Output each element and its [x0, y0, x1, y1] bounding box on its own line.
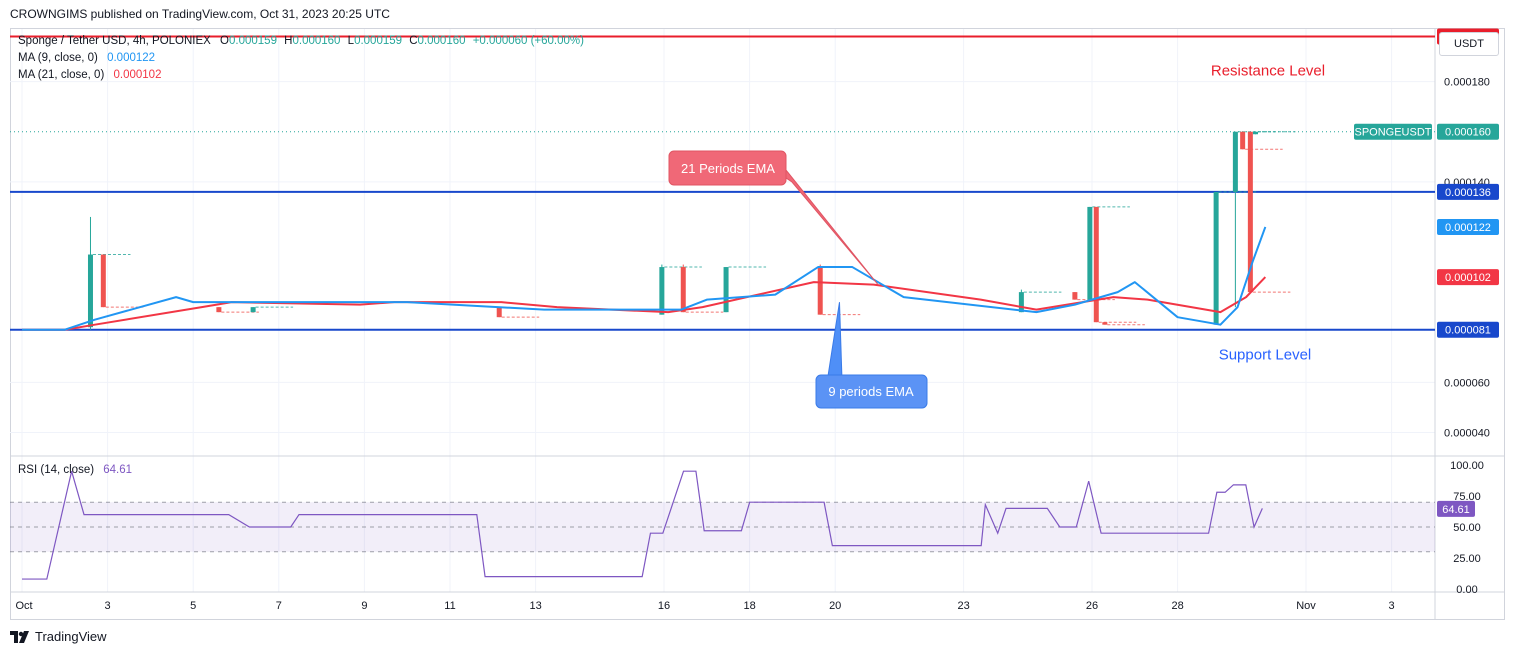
last-price-tag-bg: [1437, 123, 1499, 140]
ema9-callout-box: [815, 374, 928, 409]
candle-body: [250, 307, 256, 313]
candle-body: [100, 254, 106, 308]
time-tick-label: 3: [105, 600, 111, 612]
time-tick-label: 13: [529, 600, 541, 612]
ma9-value: 0.000122: [107, 52, 156, 64]
candle-body: [87, 254, 93, 328]
close-label: C: [409, 35, 418, 47]
candle-body: [1102, 322, 1108, 325]
horizontal-levels: Resistance Level Support Level: [10, 35, 1435, 364]
grid-lines: [10, 29, 1505, 620]
ma9-label: MA (9, close, 0): [18, 52, 98, 64]
time-tick-label: Nov: [1296, 600, 1316, 612]
time-tick-label: 23: [957, 600, 969, 612]
time-tick-label: 20: [829, 600, 841, 612]
rsi-pane: [10, 470, 1435, 580]
rsi-value-tag: 64.61: [1442, 504, 1470, 516]
currency-selector[interactable]: USDT: [1439, 32, 1499, 56]
high-label: H: [284, 35, 293, 47]
ma9-line: [22, 226, 1267, 331]
low-value: 0.000159: [354, 35, 403, 47]
rsi-legend[interactable]: RSI (14, close) 64.61: [18, 464, 132, 476]
time-tick-label: 3: [1389, 600, 1395, 612]
rsi-label: RSI (14, close): [18, 464, 95, 476]
chart-frame: [10, 28, 1505, 620]
time-tick-label: 5: [190, 600, 196, 612]
support-level-label: Support Level: [1219, 347, 1312, 364]
symbol-tag-bg: [1354, 123, 1432, 140]
rsi-line: [22, 470, 1263, 580]
candle-body: [1213, 191, 1219, 325]
price-tick-label: 0.000060: [1444, 377, 1490, 389]
resistance-level-label: Resistance Level: [1211, 63, 1325, 80]
ohlc-legend: Sponge / Tether USD, 4h, POLONIEX O0.000…: [18, 35, 584, 47]
published-by-text: CROWNGIMS published on TradingView.com, …: [10, 7, 390, 21]
ema9-callout-text: 9 periods EMA: [828, 384, 914, 399]
candle-body: [1232, 131, 1238, 192]
candle-body: [1093, 206, 1099, 323]
ma21-value: 0.000102: [113, 69, 162, 81]
candle-body: [680, 267, 686, 313]
moving-averages: [22, 226, 1267, 331]
candle-body: [1240, 131, 1246, 150]
candle-body: [817, 267, 823, 315]
ma9-price-tag: 0.000122: [1445, 222, 1491, 234]
candle-body: [723, 267, 729, 313]
level-price-tag-bg: [1437, 183, 1499, 200]
last-price-tag: 0.000160: [1445, 127, 1491, 139]
rsi-tick-label: 100.00: [1450, 460, 1484, 472]
candle-body: [1087, 206, 1093, 300]
ema21-callout-text: 21 Periods EMA: [681, 161, 775, 176]
symbol-tag: SPONGEUSDT: [1354, 127, 1431, 139]
rsi-value-tag-bg: [1437, 500, 1475, 517]
rsi-tick-label: 25.00: [1453, 553, 1481, 565]
time-axis: Oct35791113161820232628Nov36: [15, 600, 1395, 612]
high-value: 0.000160: [292, 35, 341, 47]
candle-body: [1072, 292, 1078, 300]
close-value: 0.000160: [417, 35, 466, 47]
time-tick-label: Oct: [15, 600, 32, 612]
time-tick-label: 18: [743, 600, 755, 612]
candle-body: [1247, 131, 1253, 293]
level-price-tag: 0.000136: [1445, 187, 1491, 199]
rsi-tick-label: 75.00: [1453, 491, 1481, 503]
time-tick-label: 16: [658, 600, 670, 612]
ma21-legend[interactable]: MA (21, close, 0) 0.000102: [18, 69, 161, 81]
time-tick-label: 28: [1171, 600, 1183, 612]
price-tick-label: 0.000040: [1444, 427, 1490, 439]
open-value: 0.000159: [229, 35, 277, 47]
candlesticks: [87, 131, 1296, 330]
rsi-tick-label: 0.00: [1456, 584, 1477, 596]
ma21-price-tag-bg: [1437, 269, 1499, 286]
ma21-line: [22, 276, 1267, 331]
ma9-legend[interactable]: MA (9, close, 0) 0.000122: [18, 52, 155, 64]
level-price-tag: 0.000081: [1445, 325, 1491, 337]
time-tick-label: 11: [444, 600, 455, 612]
tradingview-logo-icon: [10, 630, 29, 643]
rsi-legend-value: 64.61: [103, 464, 133, 476]
time-tick-label: 26: [1086, 600, 1098, 612]
time-tick-label: 9: [361, 600, 367, 612]
candle-body: [496, 307, 502, 318]
candle-body: [216, 307, 222, 313]
symbol-label: Sponge / Tether USD, 4h, POLONIEX: [18, 35, 211, 47]
ma21-price-tag: 0.000102: [1445, 272, 1491, 284]
open-label: O: [220, 35, 229, 47]
tradingview-brand: TradingView: [35, 629, 107, 644]
low-label: L: [347, 35, 355, 47]
candle-body: [1018, 292, 1024, 313]
candle-body: [659, 267, 665, 315]
change-value: +0.000060 (+60.00%): [472, 35, 584, 47]
level-price-tag-bg: [1437, 321, 1499, 338]
time-tick-label: 7: [276, 600, 282, 612]
ma21-label: MA (21, close, 0): [18, 69, 105, 81]
ma9-price-tag-bg: [1437, 218, 1499, 235]
annotations: 21 Periods EMA 9 periods EMA: [668, 150, 928, 409]
tradingview-logo[interactable]: TradingView: [10, 629, 107, 644]
price-tick-label: 0.000180: [1444, 77, 1490, 89]
candle-body: [1252, 131, 1258, 135]
ema21-callout-box: [668, 150, 787, 186]
rsi-tick-label: 50.00: [1453, 522, 1481, 534]
